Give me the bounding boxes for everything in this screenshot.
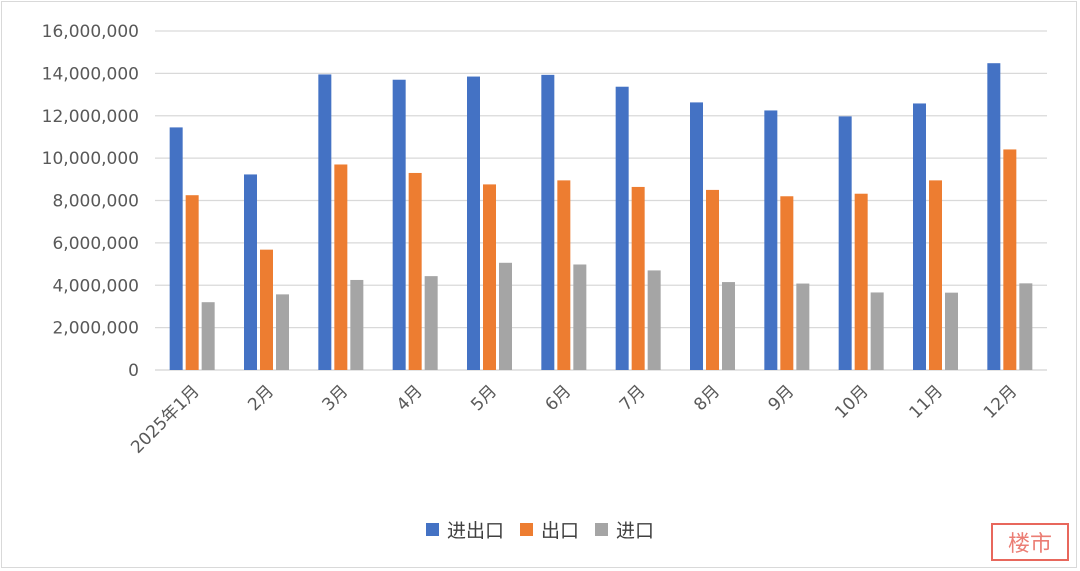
legend-label: 进口 <box>616 519 655 542</box>
bar-进口-4月 <box>424 276 438 370</box>
x-tick-label: 5月 <box>467 381 501 415</box>
x-tick-label: 2月 <box>244 381 278 415</box>
bar-进口-10月 <box>870 292 884 370</box>
bar-进出口-3月 <box>318 74 332 370</box>
x-tick-label: 6月 <box>542 381 576 415</box>
bar-进口-2月 <box>276 294 289 370</box>
bar-出口-2025年1月 <box>185 195 199 370</box>
y-tick-label: 14,000,000 <box>42 64 139 84</box>
bar-进口-8月 <box>722 282 735 370</box>
x-tick-label: 10月 <box>831 381 872 422</box>
x-tick-label: 3月 <box>319 381 353 415</box>
bar-出口-7月 <box>631 186 645 370</box>
watermark-text: 楼市 <box>1008 532 1052 557</box>
x-tick-label: 7月 <box>616 381 650 415</box>
bar-进出口-5月 <box>467 76 480 370</box>
bar-进出口-11月 <box>913 103 926 371</box>
bar-进出口-2025年1月 <box>169 127 183 370</box>
bar-出口-9月 <box>780 196 794 370</box>
x-tick-label: 2025年1月 <box>127 381 203 457</box>
bar-出口-5月 <box>483 184 496 370</box>
bars <box>169 63 1033 371</box>
y-axis-ticks: 0 2,000,000 4,000,000 6,000,000 8,000,000 10,… <box>42 22 139 381</box>
watermark-stamp: 楼市 <box>990 522 1070 562</box>
bar-进口-2025年1月 <box>201 302 215 370</box>
bar-进出口-8月 <box>690 102 703 370</box>
legend-item: 出口 <box>519 516 579 543</box>
y-tick-label: 2,000,000 <box>52 319 139 339</box>
bar-进口-5月 <box>499 262 512 370</box>
bar-进出口-10月 <box>838 116 852 371</box>
bar-进口-12月 <box>1019 283 1033 370</box>
bar-出口-12月 <box>1003 149 1017 370</box>
legend: 进出口 出口 进口 <box>0 515 1080 543</box>
gridlines <box>155 30 1047 371</box>
bar-出口-3月 <box>334 164 348 370</box>
legend-item: 进出口 <box>425 516 504 543</box>
bar-进口-7月 <box>647 270 661 370</box>
x-tick-label: 9月 <box>765 381 799 415</box>
bar-出口-10月 <box>854 193 868 370</box>
legend-item: 进口 <box>595 516 654 543</box>
legend-swatch <box>595 522 608 536</box>
y-tick-label: 4,000,000 <box>52 276 139 296</box>
bar-出口-4月 <box>408 172 422 370</box>
y-tick-label: 12,000,000 <box>42 107 139 127</box>
bar-进口-3月 <box>350 279 364 370</box>
bar-出口-6月 <box>557 180 571 370</box>
x-tick-label: 4月 <box>393 381 427 415</box>
y-tick-label: 6,000,000 <box>52 234 139 254</box>
legend-swatch <box>425 522 439 536</box>
x-axis-ticks: 2025年1月 2月 3月 4月 5月 6月 7月 8月 9月 10月 11月 12月 <box>127 381 1021 457</box>
bar-出口-8月 <box>706 189 719 370</box>
bar-出口-2月 <box>260 249 273 370</box>
y-tick-label: 10,000,000 <box>42 149 139 169</box>
x-tick-label: 12月 <box>980 381 1021 422</box>
bar-进出口-2月 <box>244 174 257 370</box>
legend-swatch <box>519 522 533 536</box>
bar-进出口-6月 <box>541 74 555 370</box>
bar-进出口-12月 <box>987 63 1001 371</box>
bar-进口-9月 <box>796 283 810 370</box>
x-tick-label: 8月 <box>690 381 724 415</box>
y-tick-label: 8,000,000 <box>52 192 139 212</box>
legend-label: 出口 <box>540 519 579 542</box>
legend-label: 进出口 <box>446 519 504 542</box>
bar-进口-11月 <box>945 292 958 370</box>
bar-出口-11月 <box>929 180 942 370</box>
x-tick-label: 11月 <box>906 381 947 422</box>
y-tick-label: 0 <box>128 361 139 381</box>
bar-进出口-4月 <box>392 79 406 370</box>
bar-进出口-7月 <box>615 86 629 371</box>
bar-进口-6月 <box>573 264 587 370</box>
bar-进出口-9月 <box>764 110 778 370</box>
y-tick-label: 16,000,000 <box>42 22 139 42</box>
